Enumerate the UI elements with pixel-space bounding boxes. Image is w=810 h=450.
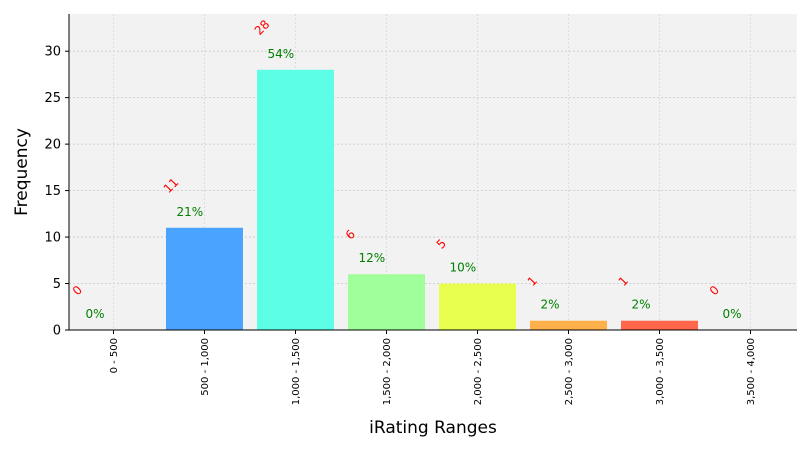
y-tick-label: 30: [44, 45, 61, 60]
bar-percent-label: 21%: [177, 205, 204, 219]
bar-percent-label: 0%: [86, 307, 105, 321]
y-tick-label: 15: [44, 184, 61, 199]
bar-percent-label: 10%: [450, 261, 477, 275]
x-tick-label: 500 - 1,000: [200, 338, 211, 396]
x-tick-label: 1,500 - 2,000: [382, 338, 393, 405]
bar-percent-label: 2%: [541, 298, 560, 312]
bar: [530, 320, 607, 330]
bar: [166, 227, 243, 330]
x-tick-label: 3,500 - 4,000: [746, 338, 757, 405]
bar-percent-label: 2%: [632, 298, 651, 312]
bar: [257, 69, 334, 330]
bar-percent-label: 12%: [359, 251, 386, 265]
bar-percent-label: 54%: [268, 47, 295, 61]
y-tick-label: 5: [53, 277, 61, 292]
x-axis-label: iRating Ranges: [369, 418, 497, 438]
x-tick-label: 1,000 - 1,500: [291, 338, 302, 405]
y-tick-label: 20: [44, 138, 61, 153]
x-tick-label: 3,000 - 3,500: [655, 338, 666, 405]
bar: [348, 274, 425, 330]
x-tick-label: 2,500 - 3,000: [564, 338, 575, 405]
y-axis-label: Frequency: [12, 128, 32, 216]
axes-group: 0 5 10 15 20 25 30 0 - 500 500 - 1,000 1,000 - 1,…: [44, 14, 797, 405]
y-tick-label: 0: [53, 324, 61, 339]
x-tick-label: 0 - 500: [109, 338, 120, 373]
y-tick-label: 10: [44, 231, 61, 246]
bars-group: [166, 69, 698, 330]
bar-percent-label: 0%: [723, 307, 742, 321]
x-tick-label: 2,000 - 2,500: [473, 338, 484, 405]
bar: [439, 283, 516, 330]
bar: [621, 320, 698, 330]
y-tick-label: 25: [44, 91, 61, 106]
